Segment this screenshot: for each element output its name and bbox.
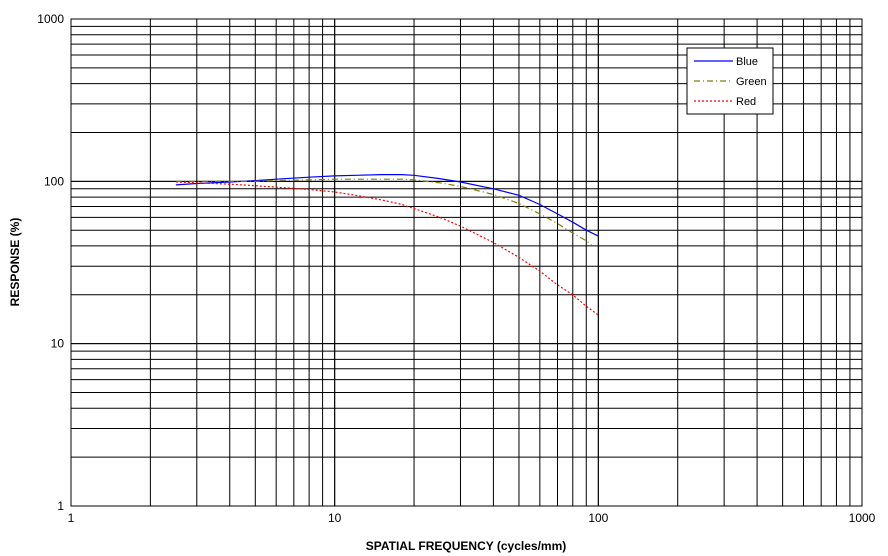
y-tick-label: 1000 — [37, 12, 64, 26]
series-line-blue — [175, 174, 599, 237]
x-tick-label: 1000 — [849, 511, 876, 525]
series-layer — [175, 174, 599, 316]
legend-label-green: Green — [736, 76, 767, 88]
legend-label-red: Red — [736, 96, 756, 108]
x-tick-label: 100 — [588, 511, 608, 525]
y-tick-label: 1 — [57, 499, 64, 513]
grid-lines — [71, 19, 862, 506]
legend-label-blue: Blue — [736, 56, 758, 68]
legend: Blue Green Red — [686, 47, 774, 115]
x-tick-label: 1 — [68, 511, 75, 525]
series-line-green — [175, 178, 593, 247]
y-axis-title: RESPONSE (%) — [8, 218, 22, 307]
x-axis-title: SPATIAL FREQUENCY (cycles/mm) — [366, 539, 567, 553]
y-tick-label: 10 — [51, 337, 65, 351]
y-tick-label: 100 — [44, 174, 64, 188]
plot-frame — [70, 18, 863, 507]
series-line-red — [175, 181, 599, 316]
x-tick-label: 10 — [328, 511, 342, 525]
tick-labels: 1 10 100 1000 1 10 100 1000 — [37, 12, 875, 525]
